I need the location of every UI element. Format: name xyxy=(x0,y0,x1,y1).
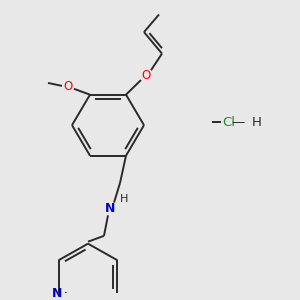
Text: N: N xyxy=(105,202,115,215)
Text: N: N xyxy=(52,287,63,300)
Text: —: — xyxy=(231,116,244,129)
Text: O: O xyxy=(141,69,151,82)
Text: H: H xyxy=(252,116,262,129)
Text: H: H xyxy=(120,194,128,204)
Text: O: O xyxy=(63,80,73,93)
Text: Cl: Cl xyxy=(222,116,235,129)
